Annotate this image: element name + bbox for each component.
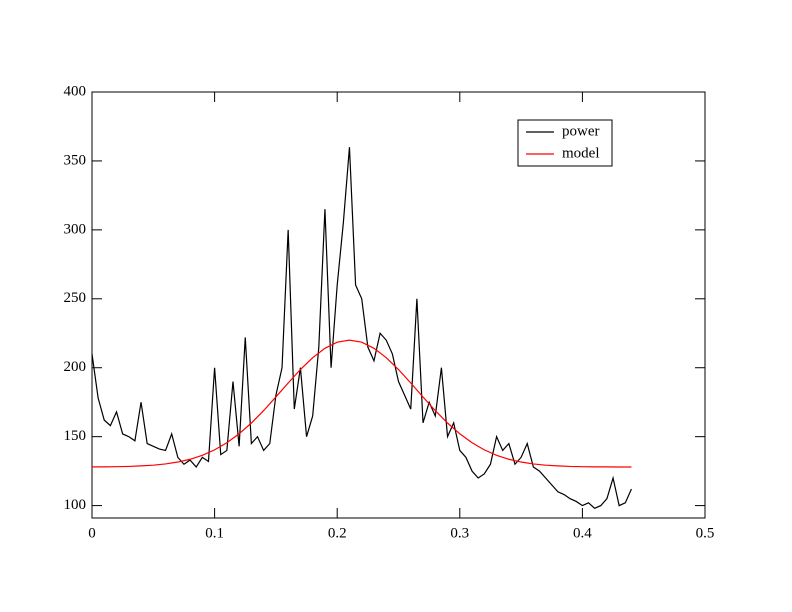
y-tick-label: 250 bbox=[64, 290, 87, 306]
y-tick-label: 400 bbox=[64, 83, 87, 99]
legend-label: power bbox=[562, 123, 600, 139]
y-tick-label: 200 bbox=[64, 359, 87, 375]
x-tick-label: 0.1 bbox=[205, 525, 224, 541]
series-line bbox=[92, 339, 632, 468]
y-tick-label: 350 bbox=[64, 152, 87, 168]
y-tick-label: 150 bbox=[64, 428, 87, 444]
legend-label: model bbox=[562, 145, 600, 161]
series-line bbox=[91, 147, 632, 510]
x-tick-label: 0.2 bbox=[328, 525, 347, 541]
y-tick-label: 100 bbox=[64, 497, 87, 513]
plot-frame bbox=[91, 91, 706, 519]
y-tick-label: 300 bbox=[64, 221, 87, 237]
x-tick-label: 0.3 bbox=[450, 525, 469, 541]
x-tick-label: 0.4 bbox=[573, 525, 592, 541]
x-tick-label: 0 bbox=[88, 525, 96, 541]
x-tick-label: 0.5 bbox=[696, 525, 715, 541]
legend-box bbox=[517, 119, 613, 167]
